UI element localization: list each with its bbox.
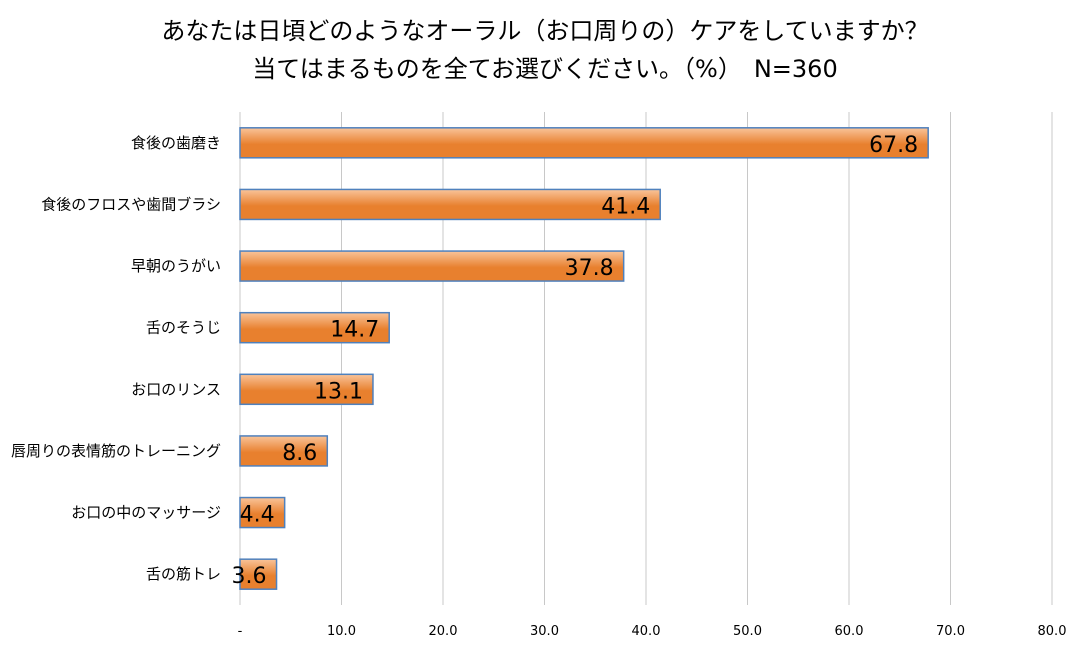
x-tick-label: 70.0 (936, 624, 965, 639)
data-label: 8.6 (282, 441, 317, 466)
bar (239, 311, 390, 344)
bar (239, 496, 286, 529)
bar (239, 373, 374, 406)
x-tick-label: 80.0 (1038, 624, 1067, 639)
data-label: 41.4 (601, 194, 650, 219)
data-label: 13.1 (314, 379, 363, 404)
category-label: 早朝のうがい (131, 257, 221, 275)
bar (239, 127, 929, 159)
bars (239, 127, 929, 590)
bar (239, 250, 625, 282)
data-label: 4.4 (240, 503, 275, 528)
chart-title-line-2: 当てはまるものを全てお選びください。（%） N=360 (252, 55, 838, 83)
x-tick-label: 20.0 (429, 624, 458, 639)
bar (239, 435, 329, 467)
x-tick-label: 10.0 (327, 624, 356, 639)
grid-lines (239, 112, 1053, 605)
category-label: 唇周りの表情筋のトレーニング (11, 442, 221, 460)
category-label: 舌の筋トレ (146, 565, 221, 583)
category-label: お口の中のマッサージ (71, 504, 221, 522)
category-label: 食後の歯磨き (131, 134, 221, 152)
x-tick-label: 60.0 (835, 624, 864, 639)
category-label: 舌のそうじ (146, 319, 221, 337)
category-labels: 食後の歯磨き食後のフロスや歯間ブラシ早朝のうがい舌のそうじお口のリンス唇周りの表… (11, 134, 221, 583)
bar (239, 188, 661, 221)
data-label: 67.8 (869, 133, 918, 158)
data-label: 14.7 (330, 318, 379, 343)
x-tick-label: 50.0 (733, 624, 762, 639)
category-label: 食後のフロスや歯間ブラシ (41, 195, 221, 213)
data-label: 37.8 (565, 256, 614, 281)
x-tick-label: 40.0 (632, 624, 661, 639)
x-tick-label: - (238, 624, 243, 639)
chart-title-line-1: あなたは日頃どのようなオーラル（お口周りの）ケアをしていますか？ (161, 17, 929, 45)
category-label: お口のリンス (131, 380, 221, 398)
data-label: 3.6 (232, 564, 267, 589)
chart-title: あなたは日頃どのようなオーラル（お口周りの）ケアをしていますか？ 当てはまるもの… (0, 12, 1090, 88)
x-tick-label: 30.0 (530, 624, 559, 639)
data-labels: 67.8 41.4 37.8 14.7 13.1 8.6 4.4 3.6 (232, 133, 919, 589)
x-axis-tick-labels: - 10.0 20.0 30.0 40.0 50.0 60.0 70.0 80.0 (238, 624, 1067, 639)
bar (239, 558, 278, 590)
